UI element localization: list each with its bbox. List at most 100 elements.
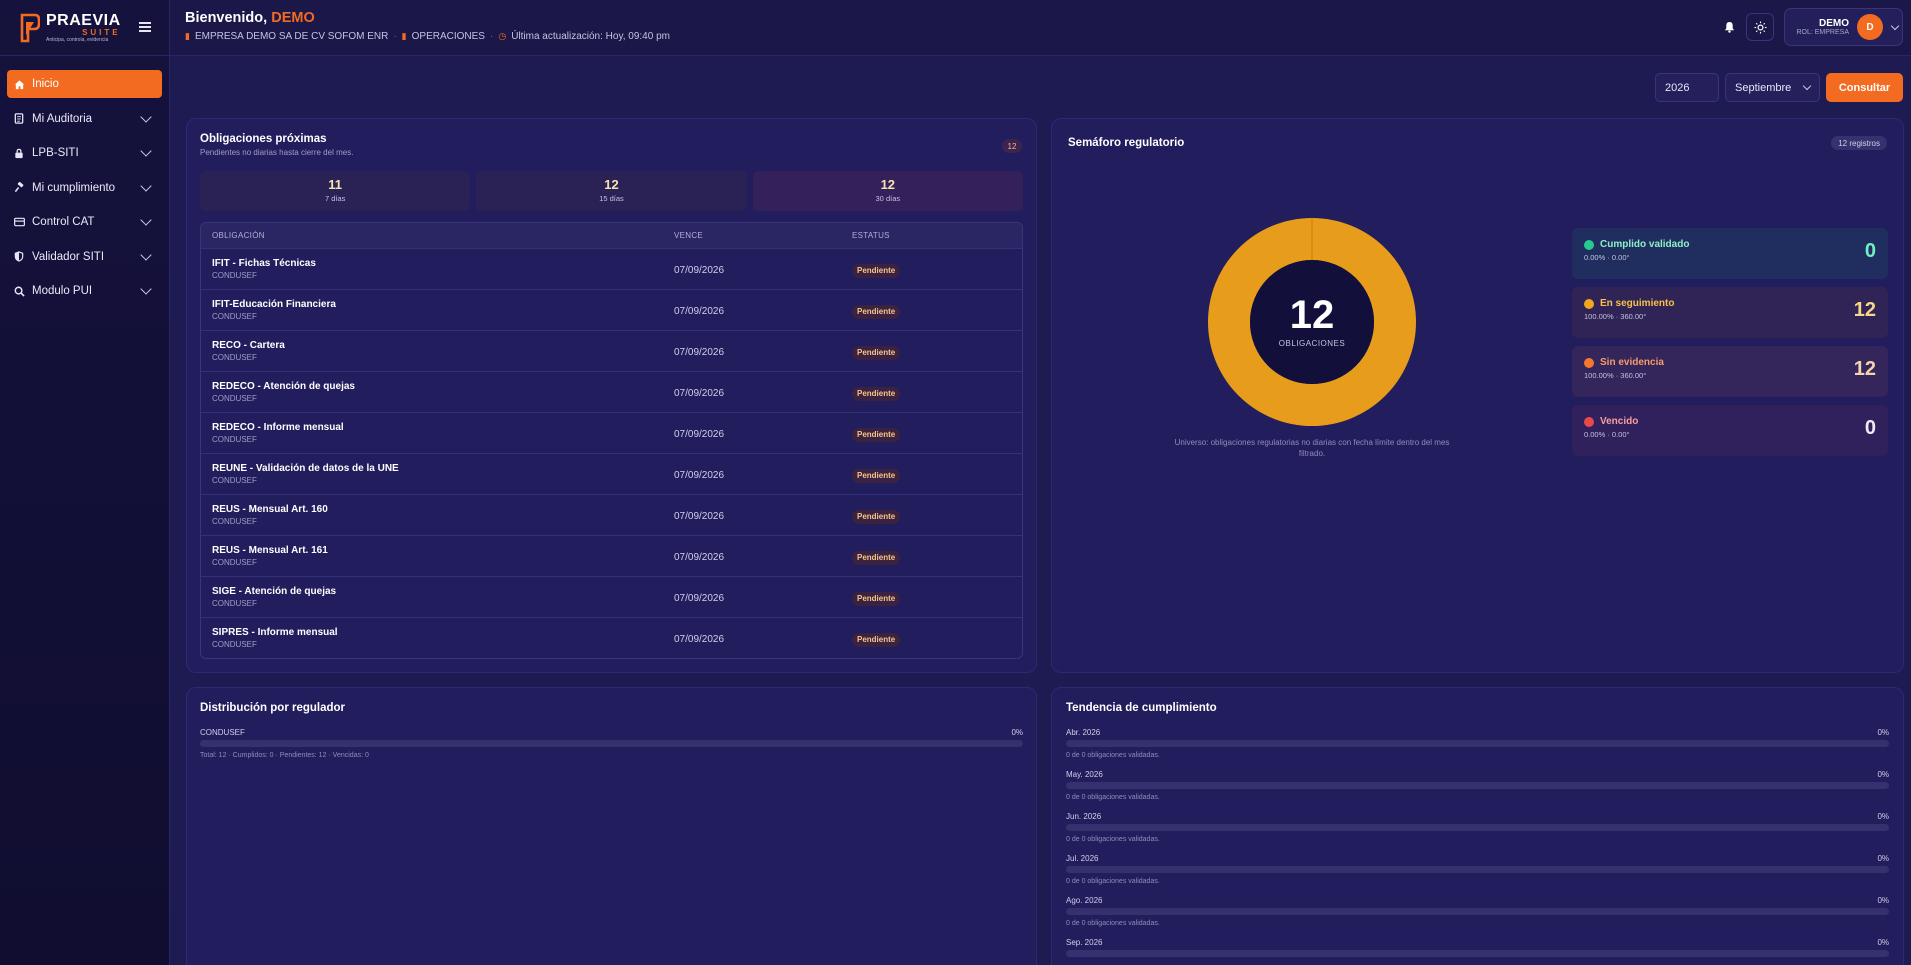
- progress-track: [1066, 824, 1889, 831]
- due-cell: 07/09/2026: [674, 301, 852, 319]
- status-cell: Pendiente: [852, 588, 1022, 606]
- legend-value: 0: [1864, 417, 1876, 439]
- legend-name: Cumplido validado: [1600, 239, 1690, 250]
- status-cell: Pendiente: [852, 342, 1022, 360]
- table-row[interactable]: REDECO - Informe mensual CONDUSEF 07/09/20…: [201, 412, 1022, 453]
- menu-toggle-icon[interactable]: [139, 22, 151, 32]
- sidebar-item-modulo-pui[interactable]: Modulo PUI: [7, 277, 162, 305]
- sidebar-item-label: Mi Auditoria: [32, 112, 93, 125]
- status-badge: Pendiente: [852, 469, 901, 483]
- clock-icon: ◷: [498, 31, 507, 41]
- table-row[interactable]: IFIT-Educación Financiera CONDUSEF 07/09/2…: [201, 289, 1022, 330]
- legend-pct: 0.00% · 0.00°: [1584, 253, 1630, 262]
- sidebar-item-inicio[interactable]: Inicio: [7, 70, 162, 98]
- praevia-logo-icon: [20, 13, 40, 42]
- last-update: Última actualización: Hoy, 09:40 pm: [511, 31, 670, 42]
- sidebar-item-lpb-siti[interactable]: LPB-SITI: [7, 139, 162, 167]
- obligation-regulator: CONDUSEF: [212, 394, 257, 403]
- consultar-button[interactable]: Consultar: [1826, 73, 1903, 102]
- regulator-name: CONDUSEF: [200, 728, 245, 737]
- obligation-regulator: CONDUSEF: [212, 271, 257, 280]
- obligation-regulator: CONDUSEF: [212, 558, 257, 567]
- stat-label: 15 días: [599, 194, 624, 203]
- due-date: 07/09/2026: [674, 470, 725, 481]
- greeting: Bienvenido, DEMO: [185, 10, 315, 26]
- semaforo-legend: Cumplido validado 0.00% · 0.00° 0 En seg…: [1572, 228, 1888, 464]
- legend-sin-evidencia[interactable]: Sin evidencia 100.00% · 360.00° 12: [1572, 346, 1888, 397]
- donut-center: [1250, 260, 1374, 384]
- table-row[interactable]: RECO - Cartera CONDUSEF 07/09/2026 Pendient…: [201, 330, 1022, 371]
- sidebar-item-control-cat[interactable]: Control CAT: [7, 208, 162, 236]
- bar-head: Abr. 2026 0%: [1066, 728, 1889, 737]
- obligation-cell: REDECO - Atención de quejas CONDUSEF: [201, 381, 674, 403]
- status-cell: Pendiente: [852, 465, 1022, 483]
- status-dot: [1584, 358, 1594, 368]
- legend-vencido[interactable]: Vencido 0.00% · 0.00° 0: [1572, 405, 1888, 456]
- area-name: OPERACIONES: [411, 31, 485, 42]
- stat-label: 7 días: [324, 194, 346, 203]
- trend-row: Sep. 2026 0%: [1066, 938, 1889, 957]
- donut-label: OBLIGACIONES: [1278, 339, 1346, 348]
- stat-30-days[interactable]: 12 30 días: [752, 171, 1023, 211]
- header-meta: ▮ EMPRESA DEMO SA DE CV SOFOM ENR · ▮ OP…: [185, 31, 670, 42]
- status-cell: Pendiente: [852, 629, 1022, 647]
- chevron-down-icon: [140, 145, 152, 157]
- obligation-name: REDECO - Informe mensual: [212, 422, 344, 433]
- user-name: DEMO: [1819, 18, 1849, 29]
- trend-note: 0 de 0 obligaciones validadas.: [1066, 752, 1160, 759]
- company-name: EMPRESA DEMO SA DE CV SOFOM ENR: [194, 31, 389, 42]
- user-menu[interactable]: DEMO ROL: EMPRESA D: [1784, 8, 1903, 46]
- stat-7-days[interactable]: 11 7 días: [200, 171, 471, 211]
- due-cell: 07/09/2026: [674, 424, 852, 442]
- obligation-name: SIPRES - Informe mensual: [212, 627, 338, 638]
- month-select[interactable]: Septiembre: [1725, 73, 1820, 102]
- theme-toggle-button[interactable]: [1746, 13, 1774, 41]
- progress-track: [1066, 950, 1889, 957]
- status-cell: Pendiente: [852, 547, 1022, 565]
- column-header-estatus[interactable]: ESTATUS: [852, 231, 890, 240]
- sidebar-item-mi-auditoria[interactable]: Mi Auditoria: [7, 105, 162, 133]
- status-badge: Pendiente: [852, 510, 901, 524]
- year-select[interactable]: 2026: [1655, 73, 1719, 102]
- donut-svg: [1208, 218, 1416, 426]
- legend-cumplido-validado[interactable]: Cumplido validado 0.00% · 0.00° 0: [1572, 228, 1888, 279]
- trend-month: May. 2026: [1066, 770, 1103, 779]
- obligation-name: REDECO - Atención de quejas: [212, 381, 355, 392]
- sidebar-item-mi-cumplimiento[interactable]: Mi cumplimiento: [7, 174, 162, 202]
- table-row[interactable]: REUS - Mensual Art. 160 CONDUSEF 07/09/202…: [201, 494, 1022, 535]
- due-date: 07/09/2026: [674, 429, 725, 440]
- logo-tagline: Anticipa, controla, evidencia: [46, 36, 109, 43]
- obligaciones-card: Obligaciones próximas Pendientes no diar…: [186, 118, 1037, 673]
- column-header-vence[interactable]: VENCE: [674, 231, 704, 240]
- year-value: 2026: [1665, 81, 1690, 94]
- column-header-obligacion[interactable]: OBLIGACIÓN: [212, 231, 265, 240]
- obligation-name: SIGE - Atención de quejas: [212, 586, 337, 597]
- obligation-cell: REDECO - Informe mensual CONDUSEF: [201, 422, 674, 444]
- bell-icon[interactable]: [1722, 20, 1736, 34]
- legend-en-seguimiento[interactable]: En seguimiento 100.00% · 360.00° 12: [1572, 287, 1888, 338]
- chevron-down-icon: [140, 283, 152, 295]
- top-header: Bienvenido, DEMO ▮ EMPRESA DEMO SA DE CV…: [170, 0, 1911, 56]
- status-dot: [1584, 417, 1594, 427]
- table-row[interactable]: REUS - Mensual Art. 161 CONDUSEF 07/09/202…: [201, 535, 1022, 576]
- stat-value: 11: [328, 177, 343, 192]
- lock-icon: [13, 147, 25, 159]
- semaforo-card: Semáforo regulatorio 12 registros 12 OBL…: [1051, 118, 1904, 673]
- table-row[interactable]: IFIT - Fichas Técnicas CONDUSEF 07/09/2026…: [201, 248, 1022, 289]
- chevron-down-icon: [140, 214, 152, 226]
- status-cell: Pendiente: [852, 506, 1022, 524]
- table-row[interactable]: SIPRES - Informe mensual CONDUSEF 07/09/20…: [201, 617, 1022, 658]
- sidebar-nav: Inicio Mi Auditoria LPB-SITI Mi cumplimi…: [0, 56, 169, 305]
- gavel-icon: [13, 182, 25, 194]
- trend-pct: 0%: [1877, 896, 1889, 905]
- obligation-regulator: CONDUSEF: [212, 435, 257, 444]
- table-row[interactable]: SIGE - Atención de quejas CONDUSEF 07/09/2…: [201, 576, 1022, 617]
- status-cell: Pendiente: [852, 260, 1022, 278]
- trend-note: 0 de 0 obligaciones validadas.: [1066, 920, 1160, 927]
- sidebar-item-label: Mi cumplimiento: [32, 181, 116, 194]
- table-row[interactable]: REUNE - Validación de datos de la UNE CON…: [201, 453, 1022, 494]
- legend-name: Vencido: [1600, 416, 1639, 427]
- table-row[interactable]: REDECO - Atención de quejas CONDUSEF 07/09…: [201, 371, 1022, 412]
- stat-15-days[interactable]: 12 15 días: [476, 171, 747, 211]
- sidebar-item-validador-siti[interactable]: Validador SITI: [7, 243, 162, 271]
